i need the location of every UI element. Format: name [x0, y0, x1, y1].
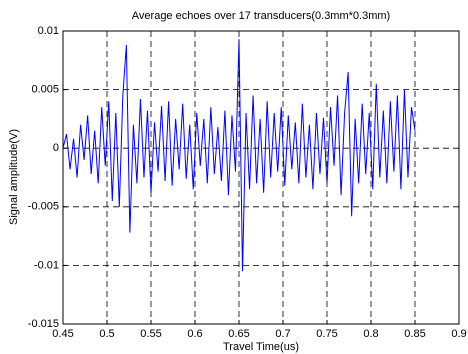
y-tick-label: 0 — [53, 142, 59, 154]
x-tick-label: 0.6 — [187, 328, 202, 340]
plot-area — [62, 30, 460, 325]
x-tick-label: 0.5 — [99, 328, 114, 340]
y-tick-label: 0.005 — [31, 84, 59, 96]
x-axis-label: Travel Time(us) — [223, 341, 299, 353]
x-tick-label: 0.85 — [404, 328, 425, 340]
y-axis-label: Signal amplitude(V) — [8, 129, 20, 225]
x-tick-label: 0.7 — [275, 328, 290, 340]
y-tick-label: -0.005 — [28, 201, 59, 213]
x-tick-label: 0.8 — [363, 328, 378, 340]
y-tick-label: -0.01 — [34, 259, 59, 271]
chart-title: Average echoes over 17 transducers(0.3mm… — [132, 10, 390, 22]
x-tick-label: 0.9 — [451, 328, 466, 340]
y-tick-label: 0.01 — [38, 25, 59, 37]
x-tick-label: 0.75 — [316, 328, 337, 340]
x-tick-label: 0.45 — [52, 328, 73, 340]
x-tick-label: 0.55 — [140, 328, 161, 340]
y-tick-label: -0.015 — [28, 318, 59, 330]
x-tick-label: 0.65 — [228, 328, 249, 340]
signal-line — [62, 39, 416, 272]
